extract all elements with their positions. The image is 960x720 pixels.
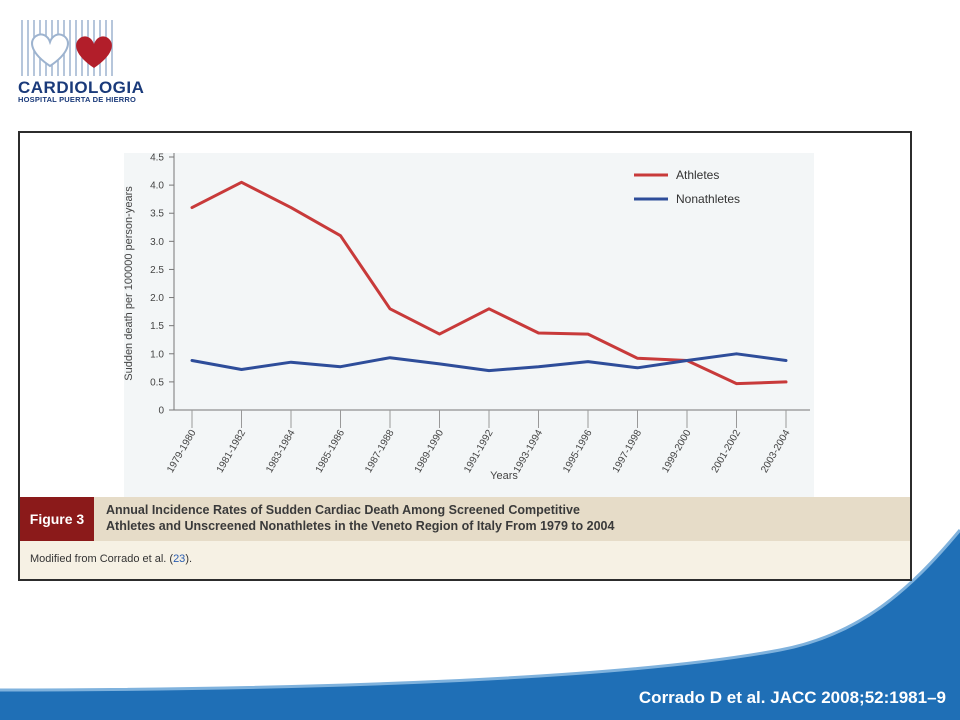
y-tick-label: 0.5 [150,377,164,388]
series-line-athletes [190,180,788,386]
reference-link[interactable]: 23 [173,553,186,565]
x-tick-label: 1999-2000 [660,428,694,475]
caption-bar: Figure 3 Annual Incidence Rates of Sudde… [20,497,910,541]
heart-logo-icon [21,20,113,76]
x-tick-label: 1991-1992 [462,428,496,475]
x-tick-label: 1997-1998 [611,428,645,475]
figure-note-area: Modified from Corrado et al. (23). [20,541,910,579]
y-axis-title: Sudden death per 100000 person-years [123,186,135,381]
logo-wordmark: CARDIOLOGIA [18,78,145,97]
y-tick-label: 4.0 [150,181,164,192]
x-tick-label: 2001-2002 [710,428,744,475]
x-tick-label: 1987-1988 [363,428,397,475]
y-tick-label: 3.5 [150,209,164,220]
note-suffix: ). [185,553,193,565]
y-tick-label: 2.0 [150,293,164,304]
y-tick-label: 0 [158,406,164,417]
citation-text: Corrado D et al. JACC 2008;52:1981–9 [638,688,946,707]
y-tick-label: 2.5 [150,265,164,276]
logo-subtitle: HOSPITAL PUERTA DE HIERRO [18,95,137,104]
x-tick-label: 1979-1980 [165,428,199,475]
x-tick-label: 2003-2004 [759,428,793,475]
x-axis-title: Years [490,470,518,482]
x-tick-label: 1995-1996 [561,428,595,475]
caption-line-1: Annual Incidence Rates of Sudden Cardiac… [106,503,580,517]
note-prefix: Modified from Corrado et al. ( [30,553,174,565]
figure-panel: 0 0.5 1.0 1.5 2.0 2.5 3.0 3.5 4.0 4.5 1979-1980 198… [18,131,912,581]
x-tick-label: 1983-1984 [264,428,298,475]
line-chart: 0 0.5 1.0 1.5 2.0 2.5 3.0 3.5 4.0 4.5 1979-1980 198… [123,153,810,482]
y-tick-label: 1.5 [150,321,164,332]
caption-line-2: Athletes and Unscreened Nonathletes in t… [106,519,615,533]
plot-background [124,153,814,497]
x-tick-label: 1981-1982 [215,428,249,475]
x-tick-label: 1989-1990 [413,428,447,475]
series-line-nonathletes [190,352,788,373]
figure-label: Figure 3 [20,497,94,541]
x-tick-label: 1985-1986 [314,428,348,475]
y-tick-label: 4.5 [150,153,164,164]
figure-note: Modified from Corrado et al. (23). [30,553,192,565]
legend-label-nonathletes: Nonathletes [676,192,740,206]
legend-label-athletes: Athletes [676,168,719,182]
x-tick-label: 1993-1994 [512,428,546,475]
y-tick-label: 3.0 [150,237,164,248]
y-tick-label: 1.0 [150,349,164,360]
